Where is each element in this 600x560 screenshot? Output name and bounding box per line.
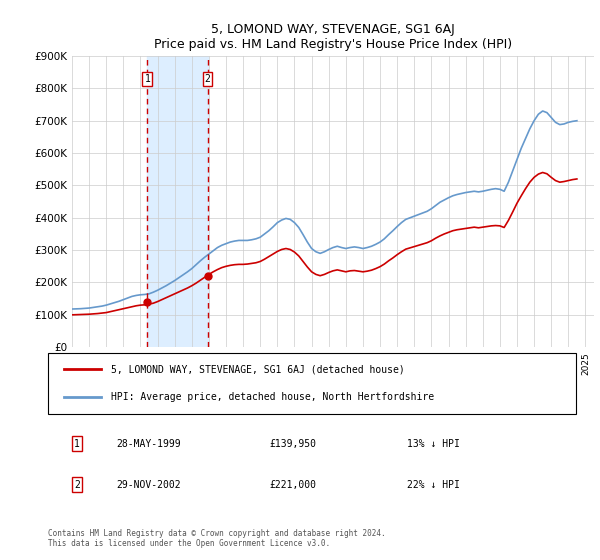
FancyBboxPatch shape <box>48 353 576 414</box>
Text: £139,950: £139,950 <box>270 439 317 449</box>
Text: 22% ↓ HPI: 22% ↓ HPI <box>407 480 460 490</box>
Text: Contains HM Land Registry data © Crown copyright and database right 2024.
This d: Contains HM Land Registry data © Crown c… <box>48 529 386 548</box>
Text: 1: 1 <box>74 439 80 449</box>
Bar <box>148 56 208 347</box>
Text: 2: 2 <box>74 480 80 490</box>
Text: £221,000: £221,000 <box>270 480 317 490</box>
Title: 5, LOMOND WAY, STEVENAGE, SG1 6AJ
Price paid vs. HM Land Registry's House Price : 5, LOMOND WAY, STEVENAGE, SG1 6AJ Price … <box>154 22 512 50</box>
Text: 29-NOV-2002: 29-NOV-2002 <box>116 480 181 490</box>
Text: HPI: Average price, detached house, North Hertfordshire: HPI: Average price, detached house, Nort… <box>112 392 434 402</box>
Text: 2: 2 <box>205 74 211 83</box>
Text: 28-MAY-1999: 28-MAY-1999 <box>116 439 181 449</box>
Text: 1: 1 <box>145 74 150 83</box>
Text: 13% ↓ HPI: 13% ↓ HPI <box>407 439 460 449</box>
Text: 5, LOMOND WAY, STEVENAGE, SG1 6AJ (detached house): 5, LOMOND WAY, STEVENAGE, SG1 6AJ (detac… <box>112 365 405 375</box>
